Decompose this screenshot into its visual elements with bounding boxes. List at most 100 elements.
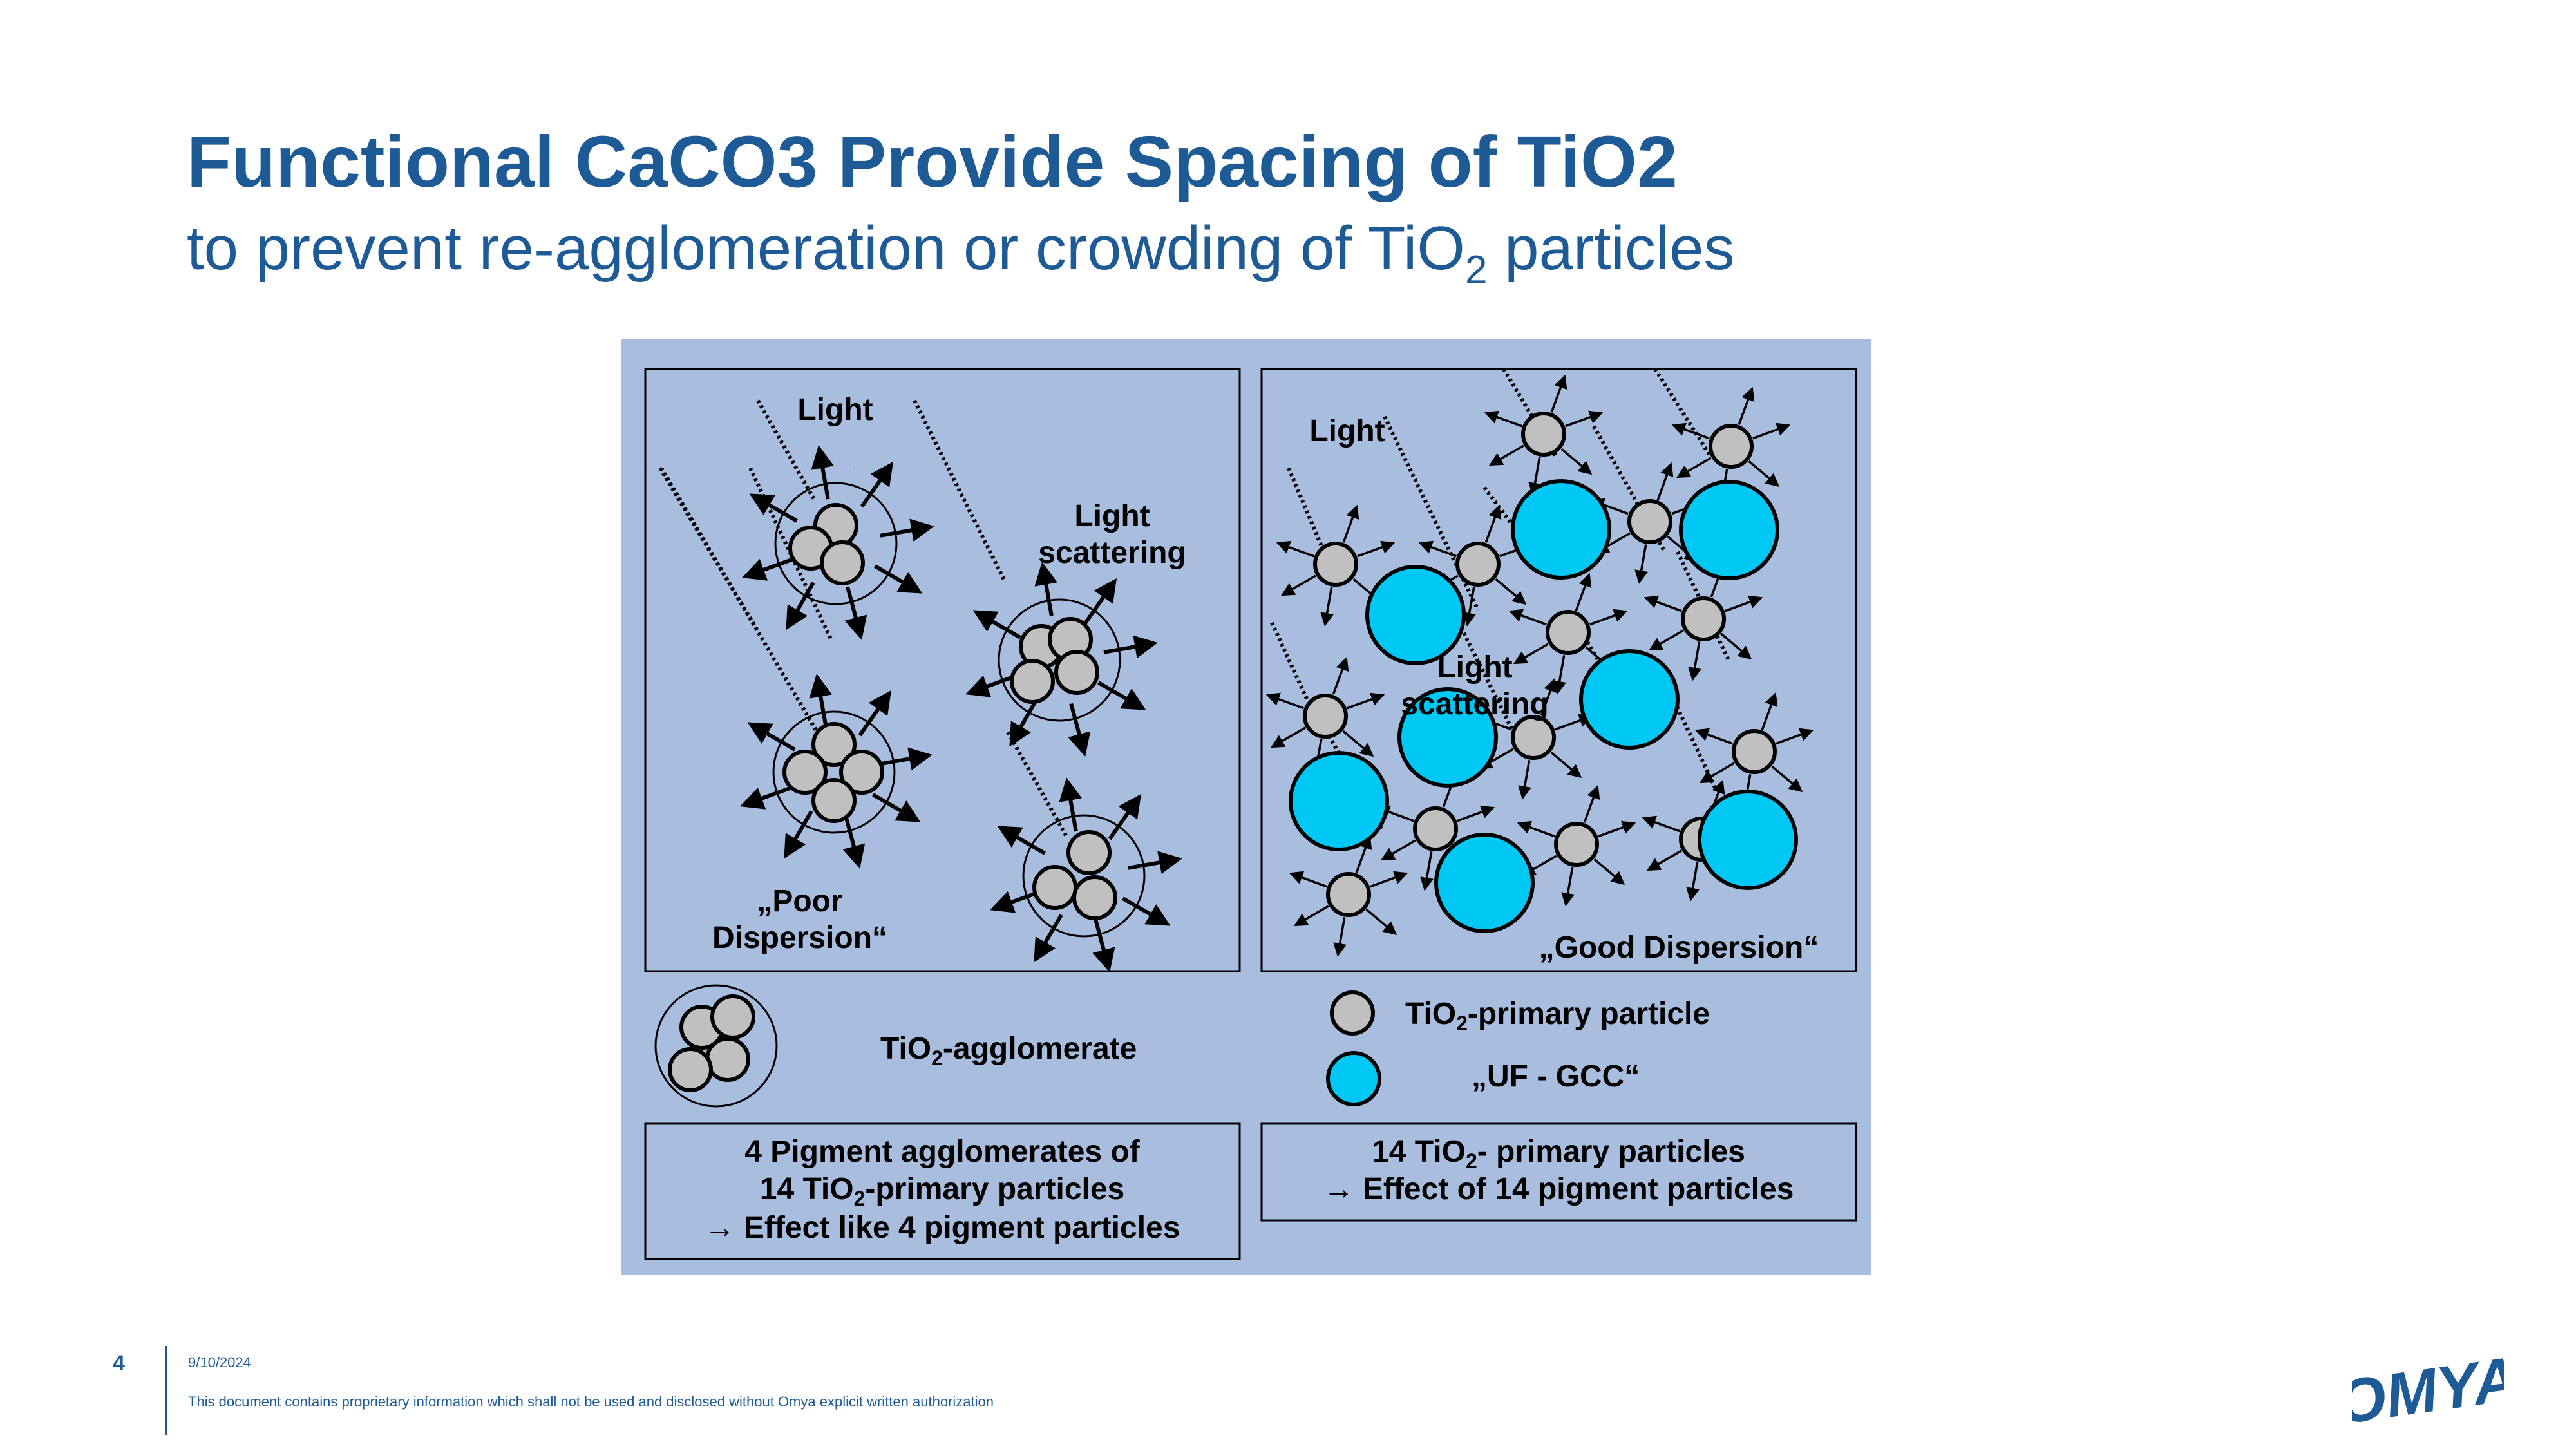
scatter-arrow xyxy=(1686,862,1700,902)
scatter-arrow xyxy=(1342,504,1359,543)
scatter-arrow xyxy=(874,564,923,594)
right-summary-line-2: → Effect of 14 pigment particles xyxy=(1323,1172,1794,1206)
subtitle-subscript: 2 xyxy=(1464,248,1488,292)
scatter-arrow xyxy=(1752,422,1791,440)
scatter-arrow xyxy=(1553,655,1566,695)
scatter-arrow xyxy=(784,810,813,859)
scatter-arrow xyxy=(1320,587,1334,627)
page-number: 4 xyxy=(113,1351,125,1376)
light-ray xyxy=(659,467,823,740)
scatter-arrow xyxy=(1365,908,1397,936)
light-ray xyxy=(913,399,1007,582)
scatter-arrow xyxy=(1034,914,1063,963)
scatter-arrow xyxy=(1495,578,1527,605)
tio2-primary-particle xyxy=(1546,610,1591,655)
scatter-arrow xyxy=(1097,681,1146,710)
footer-disclaimer: This document contains proprietary infor… xyxy=(188,1394,994,1410)
left-light-label: Light xyxy=(797,393,873,427)
scatter-arrow xyxy=(1122,896,1171,926)
particles xyxy=(772,412,1798,938)
scatter-arrow xyxy=(1761,692,1778,730)
left-panel-frame xyxy=(644,368,1241,972)
footer-divider xyxy=(165,1346,167,1435)
agglomerate-boundary xyxy=(1022,814,1146,938)
scatter-arrow xyxy=(1418,540,1457,558)
scatter-arrow xyxy=(1643,595,1682,612)
scatter-arrow xyxy=(1270,726,1306,748)
scatter-arrow xyxy=(1289,871,1327,888)
scatter-arrow xyxy=(1776,728,1814,745)
tio2-primary-particle xyxy=(1413,806,1458,851)
subtitle-text: to prevent re-agglomeration or crowding … xyxy=(187,214,1465,283)
uf-gcc-particle xyxy=(1289,751,1389,851)
tio2-primary-particle xyxy=(1732,729,1777,774)
scatter-arrow xyxy=(1699,762,1735,784)
light-ray xyxy=(1270,621,1309,701)
subtitle-end: particles xyxy=(1487,214,1735,283)
uf-gcc-particle xyxy=(1698,790,1798,890)
light-ray xyxy=(756,399,817,502)
scatter-arrow xyxy=(1484,504,1502,543)
legend-primary-particle-label: TiO2-primary particle xyxy=(1405,997,1710,1035)
scatter-arrow xyxy=(1333,917,1347,957)
left-summary-line-3: → Effect like 4 pigment particles xyxy=(705,1211,1180,1245)
scatter-arrow xyxy=(1560,448,1593,475)
scatter-arrow xyxy=(740,786,793,810)
scatter-arrow xyxy=(1676,457,1712,478)
uf-gcc-particle xyxy=(1579,649,1680,750)
footer-date: 9/10/2024 xyxy=(188,1354,251,1370)
scatter-arrow xyxy=(1059,777,1083,832)
omya-logo: OMYA xyxy=(2352,1344,2504,1437)
scatter-arrow xyxy=(786,582,815,630)
left-summary-box xyxy=(644,1122,1241,1260)
scatter-arrow xyxy=(1092,918,1115,972)
right-summary-line-1: 14 TiO2- primary particles xyxy=(1372,1135,1745,1173)
scatter-arrow xyxy=(1009,698,1039,747)
left-dispersion-label-2: Dispersion“ xyxy=(712,921,887,955)
scatter-arrow xyxy=(1355,835,1372,873)
scatter-arrow xyxy=(1540,677,1557,716)
scatter-arrow xyxy=(1642,815,1680,833)
tio2-primary-particle xyxy=(1066,830,1112,875)
scatter-arrow xyxy=(1508,609,1547,626)
slide-title: Functional CaCO3 Provide Spacing of TiO2 xyxy=(187,121,1678,202)
tio2-primary-particle xyxy=(1554,822,1599,867)
uf-gcc-particle xyxy=(1365,565,1466,665)
right-panel-frame xyxy=(1260,368,1857,972)
tio2-primary-particle xyxy=(811,778,857,823)
scatter-arrow xyxy=(1550,751,1582,779)
scatter-arrow xyxy=(1484,410,1522,428)
legend-primary-particle-icon xyxy=(1330,990,1375,1036)
right-scattering-label-1: Light xyxy=(1437,650,1512,685)
light-ray xyxy=(1592,425,1667,553)
scatter-arrow xyxy=(1380,839,1416,861)
tio2-primary-particle xyxy=(1072,875,1117,920)
scatter-arrow xyxy=(1463,587,1476,627)
scatter-arrow xyxy=(1293,905,1329,927)
uf-gcc-particle xyxy=(1434,833,1535,933)
right-dispersion-label: „Good Dispersion“ xyxy=(1539,931,1819,965)
scatter-arrow xyxy=(1488,444,1524,466)
scatter-arrow xyxy=(1646,849,1682,871)
light-ray xyxy=(1006,731,1068,837)
scatter-arrow xyxy=(1771,765,1803,793)
scatter-arrow xyxy=(972,610,1021,639)
tio2-primary-particle xyxy=(820,540,865,585)
tio2-primary-particle xyxy=(811,722,857,767)
scatter-arrow xyxy=(1128,851,1182,875)
scatter-arrow xyxy=(1068,703,1091,757)
left-scattering-label-2: scattering xyxy=(1038,536,1186,570)
scatter-arrow xyxy=(1457,805,1495,822)
tio2-primary-particle xyxy=(1326,872,1371,917)
scatter-arrow xyxy=(997,826,1046,855)
scatter-arrow xyxy=(1648,629,1684,651)
scatter-arrow xyxy=(878,747,933,771)
scatter-arrow xyxy=(747,722,796,752)
scatter-arrow xyxy=(844,586,867,640)
scatter-arrow xyxy=(1357,540,1396,558)
scatter-arrow xyxy=(1108,793,1142,840)
scatter-arrow xyxy=(1083,578,1117,625)
scatter-arrow xyxy=(1550,374,1567,413)
scatter-arrow xyxy=(1694,728,1733,745)
agglomerate-boundary xyxy=(774,482,898,605)
